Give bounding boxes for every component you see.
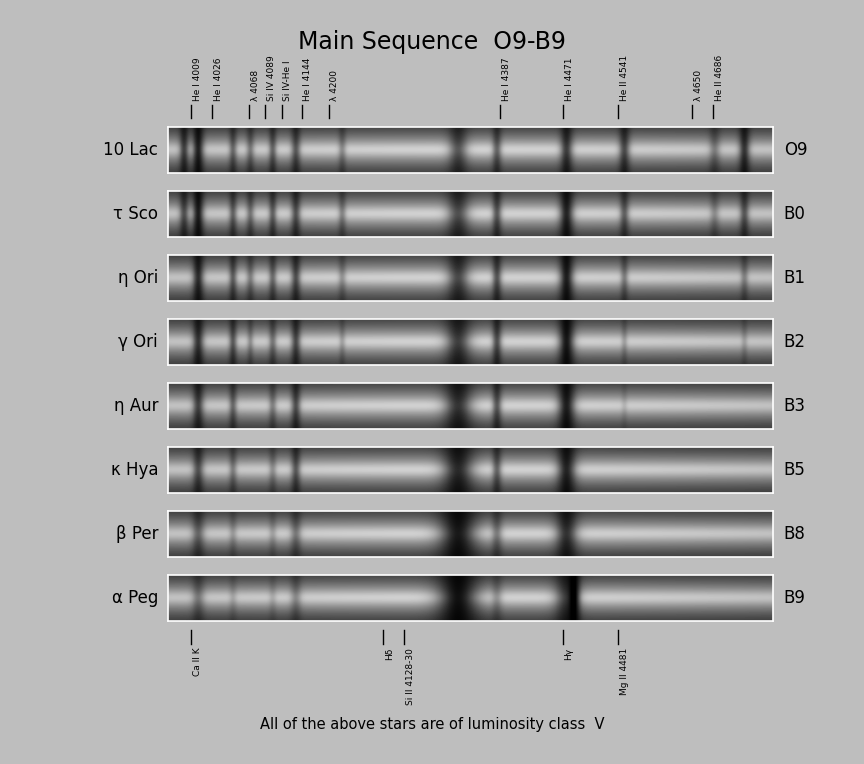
Text: Hγ: Hγ — [564, 648, 574, 660]
Text: Ca II K: Ca II K — [194, 648, 202, 676]
Text: B5: B5 — [784, 461, 805, 479]
Text: η Aur: η Aur — [113, 397, 158, 416]
Text: He II 4541: He II 4541 — [620, 55, 629, 101]
Text: 10 Lac: 10 Lac — [103, 141, 158, 160]
Text: τ Sco: τ Sco — [113, 206, 158, 223]
Text: B3: B3 — [784, 397, 805, 416]
Text: κ Hya: κ Hya — [111, 461, 158, 479]
Text: He I 4144: He I 4144 — [303, 57, 312, 101]
Text: λ 4068: λ 4068 — [251, 70, 260, 101]
Text: He I 4471: He I 4471 — [564, 57, 574, 101]
Text: Si IV 4089: Si IV 4089 — [267, 55, 276, 101]
Text: B2: B2 — [784, 333, 805, 351]
Text: λ 4200: λ 4200 — [330, 70, 340, 101]
Text: O9: O9 — [784, 141, 807, 160]
Text: λ 4650: λ 4650 — [694, 70, 703, 101]
Text: B9: B9 — [784, 589, 805, 607]
Text: B1: B1 — [784, 270, 805, 287]
Text: B0: B0 — [784, 206, 805, 223]
Text: Mg II 4481: Mg II 4481 — [620, 648, 629, 695]
Text: Main Sequence  O9-B9: Main Sequence O9-B9 — [298, 30, 566, 54]
Text: η Ori: η Ori — [118, 270, 158, 287]
Text: He I 4387: He I 4387 — [502, 57, 511, 101]
Text: Si II 4128-30: Si II 4128-30 — [406, 648, 415, 704]
Text: β Per: β Per — [116, 526, 158, 543]
Text: Si IV-He I: Si IV-He I — [283, 60, 292, 101]
Text: All of the above stars are of luminosity class  V: All of the above stars are of luminosity… — [260, 717, 604, 732]
Text: α Peg: α Peg — [111, 589, 158, 607]
Text: Hδ: Hδ — [385, 648, 394, 660]
Text: He I 4026: He I 4026 — [213, 57, 223, 101]
Text: γ Ori: γ Ori — [118, 333, 158, 351]
Text: He I 4009: He I 4009 — [194, 57, 202, 101]
Text: He II 4686: He II 4686 — [715, 54, 723, 101]
Text: B8: B8 — [784, 526, 805, 543]
